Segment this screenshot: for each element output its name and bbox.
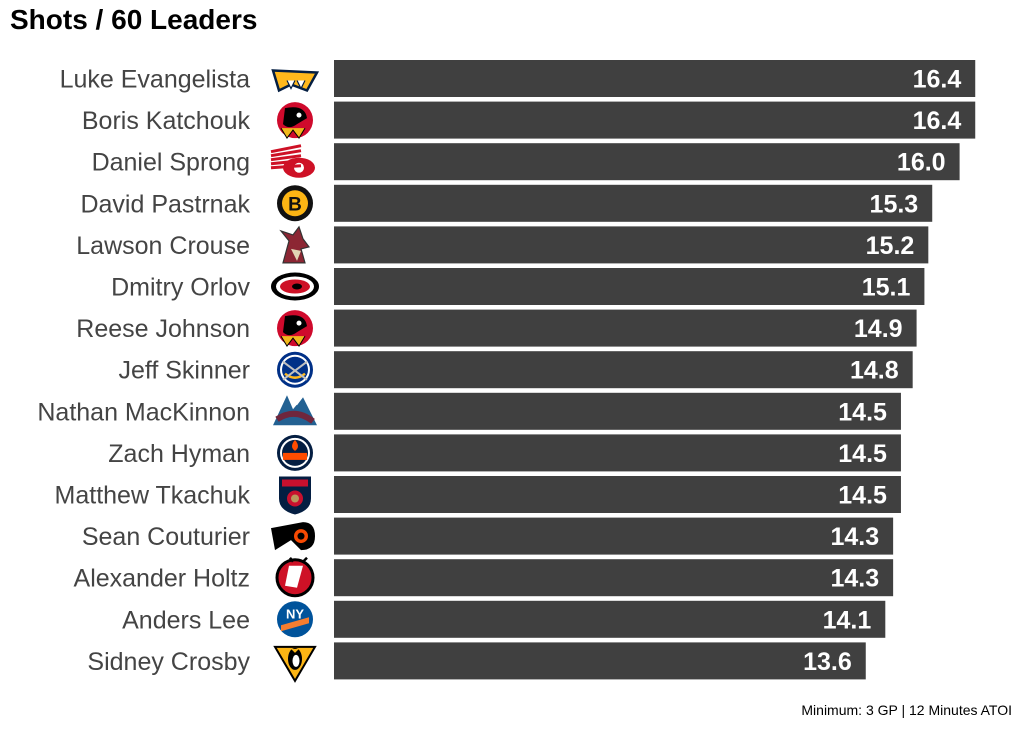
avalanche-logo-icon: [273, 395, 317, 426]
bar-value-label: 14.5: [838, 398, 887, 426]
bar-value-label: 14.9: [854, 315, 903, 343]
bar-value-label: 16.0: [897, 149, 946, 177]
devils-logo-icon: [275, 556, 315, 598]
bar: [334, 184, 933, 222]
bar: [334, 101, 976, 139]
predators-logo-icon: [271, 69, 320, 93]
bar: [334, 476, 901, 513]
bar-value-label: 14.3: [830, 523, 879, 551]
bar-value-label: 15.2: [866, 232, 915, 260]
bar-value-label: 15.3: [870, 190, 919, 218]
category-label: Sidney Crosby: [87, 648, 250, 676]
category-label: Nathan MacKinnon: [37, 398, 250, 426]
category-label: Luke Evangelista: [60, 66, 251, 94]
category-label: Matthew Tkachuk: [55, 482, 251, 510]
bar: [334, 268, 925, 305]
category-label: Anders Lee: [122, 606, 250, 634]
bar-value-label: 14.1: [823, 606, 872, 634]
svg-text:B: B: [288, 194, 302, 215]
category-label: David Pastrnak: [80, 190, 250, 218]
blackhawks-logo-icon: [277, 310, 313, 347]
bar: [334, 226, 929, 264]
chart-title: Shots / 60 Leaders: [10, 4, 258, 35]
hurricanes-logo-icon: [271, 272, 319, 301]
bar: [334, 559, 894, 597]
bar: [334, 60, 976, 97]
bar: [334, 351, 913, 389]
bar: [334, 642, 866, 680]
bar-value-label: 15.1: [862, 274, 911, 302]
coyotes-logo-icon: [279, 225, 311, 264]
category-label: Sean Couturier: [82, 523, 250, 551]
bar: [334, 517, 894, 555]
svg-text:NY: NY: [286, 606, 304, 621]
penguins-logo-icon: [273, 645, 317, 683]
category-label: Zach Hyman: [108, 440, 250, 468]
category-label: Daniel Sprong: [92, 149, 250, 177]
category-label: Lawson Crouse: [76, 232, 250, 260]
sabres-logo-icon: [277, 351, 313, 388]
bar-value-label: 13.6: [803, 648, 852, 676]
panthers-logo-icon: [279, 476, 311, 515]
blackhawks-logo-icon: [277, 102, 313, 139]
category-label: Alexander Holtz: [74, 565, 250, 593]
chart-caption: Minimum: 3 GP | 12 Minutes ATOI: [801, 702, 1012, 718]
bar: [334, 600, 886, 638]
oilers-logo-icon: [277, 434, 313, 471]
category-label: Jeff Skinner: [118, 357, 250, 385]
bar-value-label: 14.5: [838, 440, 887, 468]
red-wings-logo-icon: [270, 144, 315, 178]
bruins-logo-icon: B: [277, 185, 313, 222]
islanders-logo-icon: NY: [277, 601, 313, 638]
bar: [334, 434, 901, 472]
flyers-logo-icon: [271, 522, 315, 551]
bar-value-label: 14.8: [850, 357, 899, 385]
category-label: Boris Katchouk: [82, 107, 251, 135]
bar-value-label: 14.3: [830, 565, 879, 593]
bar: [334, 143, 960, 181]
bar: [334, 309, 917, 347]
bar-value-label: 14.5: [838, 482, 887, 510]
category-label: Reese Johnson: [76, 315, 250, 343]
bar-value-label: 16.4: [913, 107, 962, 135]
bar-value-label: 16.4: [913, 66, 962, 94]
bar: [334, 392, 901, 430]
category-label: Dmitry Orlov: [111, 274, 250, 302]
